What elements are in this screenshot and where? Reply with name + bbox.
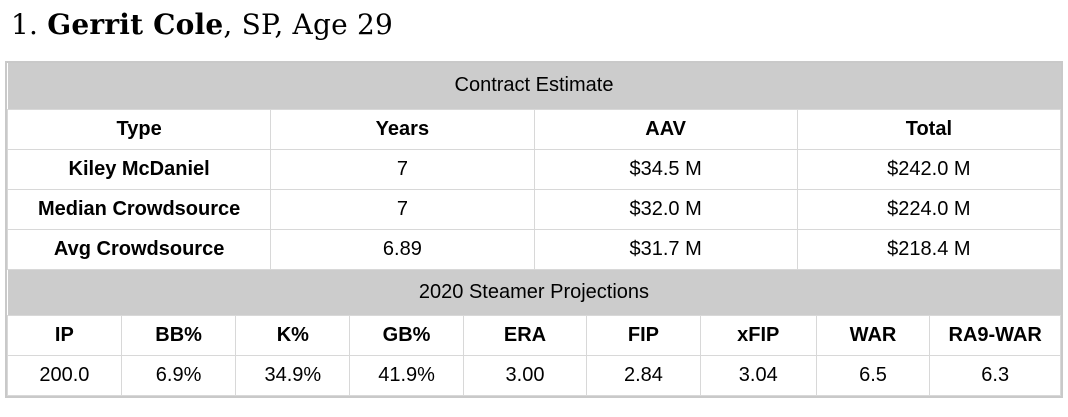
player-name: Gerrit Cole (47, 8, 224, 41)
stat-ra9war: 6.3 (929, 355, 1061, 396)
estimate-years: 7 (270, 188, 535, 230)
column-header-aav: AAV (533, 108, 798, 150)
estimate-total: $224.0 M (796, 188, 1062, 230)
estimate-total: $218.4 M (796, 228, 1062, 270)
table-row: Kiley McDaniel 7 $34.5 M $242.0 M (6, 148, 1062, 190)
article-snippet: 1. Gerrit Cole, SP, Age 29 Contract Esti… (5, 6, 1063, 398)
table-row: Median Crowdsource 7 $32.0 M $224.0 M (6, 188, 1062, 230)
estimate-aav: $34.5 M (533, 148, 798, 190)
player-rank: 1. (11, 8, 39, 41)
stat-xfip: 3.04 (699, 355, 817, 396)
estimate-total: $242.0 M (796, 148, 1062, 190)
stat-gb-pct: 41.9% (349, 355, 464, 396)
column-header-total: Total (796, 108, 1062, 150)
table-row: 200.0 6.9% 34.9% 41.9% 3.00 2.84 3.04 6.… (7, 355, 1061, 396)
stat-bb-pct: 6.9% (120, 355, 237, 396)
estimate-aav: $31.7 M (533, 228, 798, 270)
projections-section-header: 2020 Steamer Projections (7, 269, 1061, 316)
stat-ip: 200.0 (7, 355, 122, 396)
contract-column-headers: Type Years AAV Total (6, 108, 1062, 150)
estimate-years: 6.89 (270, 228, 535, 270)
column-header-ip: IP (7, 315, 122, 356)
player-details: , SP, Age 29 (223, 8, 393, 41)
estimate-source: Median Crowdsource (6, 188, 272, 230)
projections-section-title: 2020 Steamer Projections (7, 269, 1061, 316)
column-header-bb-pct: BB% (120, 315, 237, 356)
contract-section-title: Contract Estimate (7, 63, 1061, 109)
stat-war: 6.5 (815, 355, 931, 396)
contract-section-header: Contract Estimate (7, 63, 1061, 109)
contract-estimate-table: Contract Estimate Type Years AAV Total K… (6, 63, 1062, 270)
page-title: 1. Gerrit Cole, SP, Age 29 (11, 6, 1063, 44)
column-header-era: ERA (462, 315, 588, 356)
column-header-k-pct: K% (235, 315, 351, 356)
player-data-tables: Contract Estimate Type Years AAV Total K… (5, 61, 1063, 398)
column-header-fip: FIP (586, 315, 701, 356)
table-row: Avg Crowdsource 6.89 $31.7 M $218.4 M (6, 228, 1062, 270)
stat-fip: 2.84 (586, 355, 701, 396)
column-header-type: Type (6, 108, 272, 150)
column-header-war: WAR (815, 315, 931, 356)
column-header-xfip: xFIP (699, 315, 817, 356)
stat-era: 3.00 (462, 355, 588, 396)
steamer-projections-table: 2020 Steamer Projections IP BB% K% GB% E… (7, 269, 1061, 396)
column-header-gb-pct: GB% (349, 315, 464, 356)
estimate-aav: $32.0 M (533, 188, 798, 230)
column-header-years: Years (270, 108, 535, 150)
estimate-source: Avg Crowdsource (6, 228, 272, 270)
column-header-ra9war: RA9-WAR (929, 315, 1061, 356)
stat-k-pct: 34.9% (235, 355, 351, 396)
estimate-source: Kiley McDaniel (6, 148, 272, 190)
estimate-years: 7 (270, 148, 535, 190)
projections-column-headers: IP BB% K% GB% ERA FIP xFIP WAR RA9-WAR (7, 315, 1061, 356)
